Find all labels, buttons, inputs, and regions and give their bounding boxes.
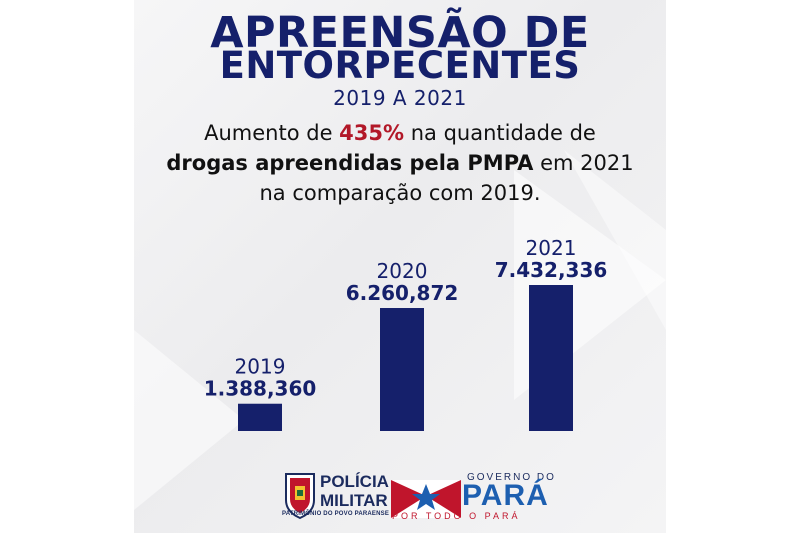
footer-graphics xyxy=(285,473,461,520)
bar-value-label-2020: 6.260,872 xyxy=(346,281,459,305)
bar-value-label-2021: 7.432,336 xyxy=(495,258,608,282)
bar-year-label-2019: 2019 xyxy=(235,355,286,379)
bar-year-label-2020: 2020 xyxy=(377,259,428,283)
pm-motto: PATRIMÔNIO DO POVO PARAENSE xyxy=(282,511,390,517)
pm-name-line1: POLÍCIA xyxy=(320,472,389,491)
gov-label: GOVERNO DO xyxy=(467,472,556,483)
bar-2019 xyxy=(238,403,282,431)
headline-part2: na quantidade de xyxy=(404,121,596,145)
bar-year-label-2021: 2021 xyxy=(526,236,577,260)
period-subtitle: 2019 A 2021 xyxy=(333,86,467,110)
footer-logos: POLÍCIA MILITAR PATRIMÔNIO DO POVO PARAE… xyxy=(134,460,666,530)
title-line1: APREENSÃO DE xyxy=(210,8,590,58)
bar-2021 xyxy=(529,285,573,431)
pm-shield-icon xyxy=(285,473,315,520)
headline-line1: Aumento de 435% na quantidade de xyxy=(134,118,666,148)
headline-part1: Aumento de xyxy=(204,121,340,145)
headline-bold: drogas apreendidas pela PMPA xyxy=(166,151,534,175)
highlight-percentage: 435% xyxy=(339,121,405,145)
bar-value-label-2019: 1.388,360 xyxy=(204,377,317,401)
infographic-card: APREENSÃO DE ENTORPECENTES 2019 A 2021 A… xyxy=(134,0,666,533)
para-flag-icon xyxy=(391,480,461,518)
gov-name: PARÁ xyxy=(462,479,549,512)
headline-part3: em 2021 xyxy=(533,151,634,175)
title-line2: ENTORPECENTES xyxy=(219,44,581,87)
pm-name-line2: MILITAR xyxy=(320,491,388,510)
headline-line3: na comparação com 2019. xyxy=(259,181,541,205)
headline-line2: drogas apreendidas pela PMPA em 2021 xyxy=(134,148,666,178)
headline-text: Aumento de 435% na quantidade de drogas … xyxy=(134,118,666,208)
gov-slogan: POR TODO O PARÁ xyxy=(392,511,521,521)
bar-2020 xyxy=(380,308,424,431)
